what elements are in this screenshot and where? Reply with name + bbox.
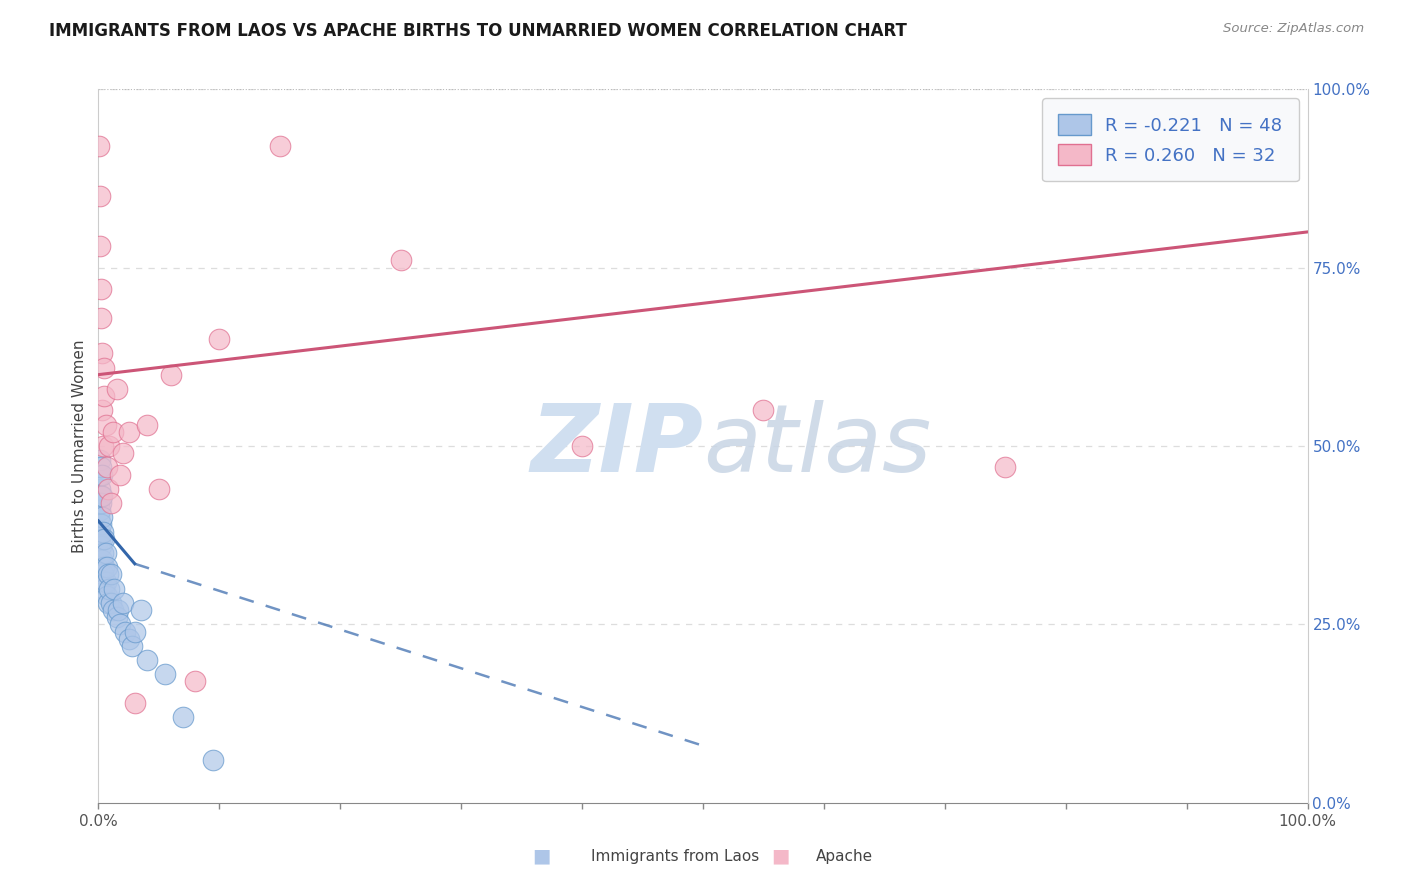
Point [93, 582, 115, 596]
Point [91, 403, 114, 417]
Point [87, 139, 110, 153]
Point [135, 417, 157, 432]
Point [91, 467, 114, 482]
Point [94, 417, 117, 432]
Point [89, 503, 111, 517]
Point [1199, 103, 1222, 118]
Point [160, 368, 183, 382]
Point [89, 524, 111, 539]
Point [97, 596, 120, 610]
Point [93, 389, 115, 403]
Point [89, 189, 111, 203]
Point [994, 460, 1017, 475]
Point [752, 403, 775, 417]
Point [91, 567, 114, 582]
Point [89, 467, 111, 482]
Point [94, 574, 117, 589]
Point [172, 710, 194, 724]
Point [103, 582, 125, 596]
Point [89, 510, 111, 524]
Point [93, 532, 115, 546]
Point [571, 439, 593, 453]
Point [184, 674, 207, 689]
Point [111, 446, 134, 460]
Point [98, 582, 121, 596]
Point [105, 382, 128, 396]
Point [105, 610, 128, 624]
Point [91, 553, 114, 567]
Point [91, 489, 114, 503]
Point [208, 332, 231, 346]
Point [87, 532, 110, 546]
Text: ■: ■ [770, 847, 790, 866]
Point [89, 239, 111, 253]
Point [108, 467, 131, 482]
Point [389, 253, 412, 268]
Point [90, 539, 112, 553]
Point [111, 596, 134, 610]
Point [100, 496, 122, 510]
Point [96, 460, 118, 475]
Point [269, 139, 291, 153]
Point [90, 282, 112, 296]
Text: ■: ■ [531, 847, 551, 866]
Point [91, 546, 114, 560]
Point [90, 460, 112, 475]
Point [90, 310, 112, 325]
Point [153, 667, 176, 681]
Point [89, 482, 111, 496]
Point [98, 439, 121, 453]
Point [124, 696, 146, 710]
Point [101, 603, 124, 617]
Point [202, 753, 225, 767]
Point [91, 346, 114, 360]
Point [93, 360, 115, 375]
Point [87, 496, 110, 510]
Text: Apache: Apache [815, 849, 873, 863]
Point [90, 496, 112, 510]
Text: Source: ZipAtlas.com: Source: ZipAtlas.com [1223, 22, 1364, 36]
Point [121, 639, 143, 653]
Point [96, 589, 118, 603]
Point [97, 567, 120, 582]
Text: ZIP: ZIP [530, 400, 703, 492]
Point [100, 567, 122, 582]
Point [94, 546, 117, 560]
Point [89, 453, 111, 467]
Point [96, 560, 118, 574]
Point [135, 653, 157, 667]
Point [148, 482, 170, 496]
Point [101, 425, 124, 439]
Text: IMMIGRANTS FROM LAOS VS APACHE BIRTHS TO UNMARRIED WOMEN CORRELATION CHART: IMMIGRANTS FROM LAOS VS APACHE BIRTHS TO… [49, 22, 907, 40]
Point [118, 632, 141, 646]
Point [100, 596, 122, 610]
Point [118, 425, 141, 439]
Text: Immigrants from Laos: Immigrants from Laos [591, 849, 759, 863]
Point [97, 482, 120, 496]
Point [91, 532, 114, 546]
Text: atlas: atlas [703, 401, 931, 491]
Point [114, 624, 136, 639]
Point [91, 510, 114, 524]
Point [91, 524, 114, 539]
Point [124, 624, 146, 639]
Point [90, 517, 112, 532]
Point [129, 603, 152, 617]
Point [108, 617, 131, 632]
Point [91, 439, 114, 453]
Point [90, 489, 112, 503]
Point [107, 603, 129, 617]
Legend: R = -0.221   N = 48, R = 0.260   N = 32: R = -0.221 N = 48, R = 0.260 N = 32 [1042, 98, 1299, 181]
Y-axis label: Births to Unmarried Women: Births to Unmarried Women [72, 339, 87, 553]
Point [93, 560, 115, 574]
